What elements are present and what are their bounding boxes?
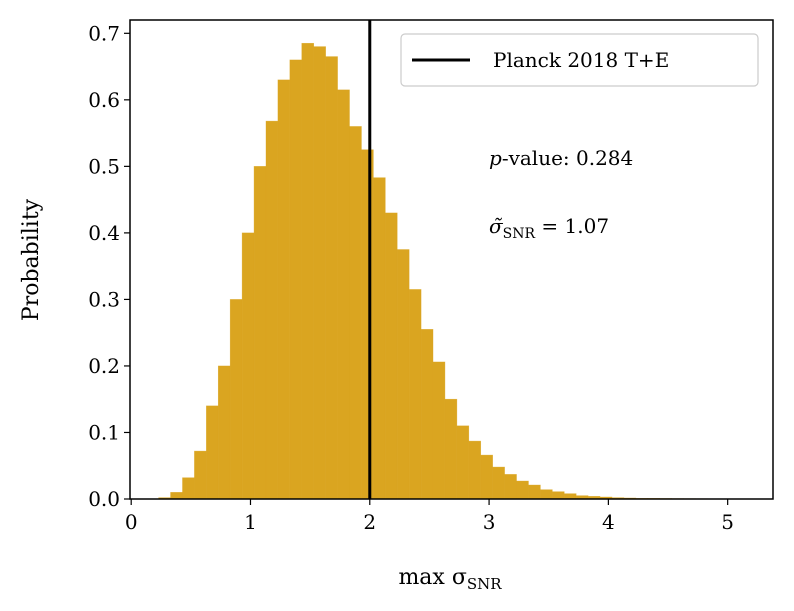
- bar: [241, 232, 255, 500]
- x-tick-label: 1: [244, 510, 257, 534]
- bar: [253, 166, 267, 500]
- annotation-text: = 1.07: [535, 214, 609, 238]
- x-tick-label: 4: [602, 510, 615, 534]
- annotation: σ̃SNR = 1.07: [489, 214, 609, 242]
- bar: [468, 440, 482, 500]
- bar: [313, 46, 326, 500]
- bar: [289, 59, 303, 500]
- y-tick-label: 0.5: [88, 154, 120, 178]
- bar: [170, 492, 183, 500]
- bar: [540, 489, 553, 500]
- bar: [194, 450, 207, 500]
- bar: [361, 149, 374, 500]
- annotation-text: -value: 0.284: [502, 146, 633, 170]
- x-axis-label-main: max σ: [398, 565, 466, 590]
- y-axis-label: Probability: [19, 198, 44, 321]
- legend-label: Planck 2018 T+E: [493, 48, 669, 72]
- x-axis-label: max σSNR: [398, 565, 502, 593]
- x-tick-label: 3: [483, 510, 496, 534]
- bar: [373, 177, 386, 500]
- y-tick-label: 0.1: [88, 420, 120, 444]
- bar: [325, 56, 338, 500]
- bar: [337, 89, 350, 500]
- bar: [182, 477, 195, 500]
- y-tick-label: 0.3: [88, 287, 120, 311]
- bar: [420, 329, 434, 500]
- bar: [552, 491, 565, 500]
- plot: 0 1 2 3 4 5 0.0 0.1 0.2 0.3 0.4 0.5 0.6 0.7 Planck 201…: [88, 19, 774, 534]
- axes-frame: [129, 19, 774, 500]
- x-tick-label: 5: [721, 510, 734, 534]
- y-tick-label: 0.6: [88, 88, 120, 112]
- x-tick-label: 0: [125, 510, 138, 534]
- annotation-main: σ̃: [489, 214, 504, 238]
- y-tick-label: 0.7: [88, 21, 120, 45]
- bar: [480, 454, 493, 500]
- y-tick-label: 0.2: [88, 354, 120, 378]
- annotation-subscript: SNR: [503, 226, 536, 242]
- bar: [528, 484, 541, 500]
- bar: [504, 474, 517, 500]
- bar: [349, 126, 362, 500]
- annotation: p-value: 0.284: [489, 146, 633, 170]
- x-tick-label: 2: [363, 510, 376, 534]
- annotation-italic: p: [489, 146, 502, 170]
- x-axis-label-subscript: SNR: [467, 575, 502, 593]
- bar: [492, 466, 505, 500]
- y-tick-label: 0.0: [88, 487, 120, 511]
- bar: [432, 361, 446, 500]
- bar: [516, 480, 529, 500]
- bar: [408, 289, 422, 500]
- bar: [301, 42, 315, 500]
- bar: [396, 249, 410, 500]
- bar: [229, 299, 243, 500]
- y-tick-label: 0.4: [88, 221, 120, 245]
- bar: [265, 120, 279, 500]
- bar: [206, 405, 219, 500]
- bar: [277, 79, 291, 500]
- bar: [563, 493, 577, 500]
- legend-box: [400, 33, 759, 87]
- bar: [444, 398, 458, 500]
- bar: [456, 425, 470, 500]
- bar: [384, 212, 398, 500]
- bar: [217, 365, 231, 500]
